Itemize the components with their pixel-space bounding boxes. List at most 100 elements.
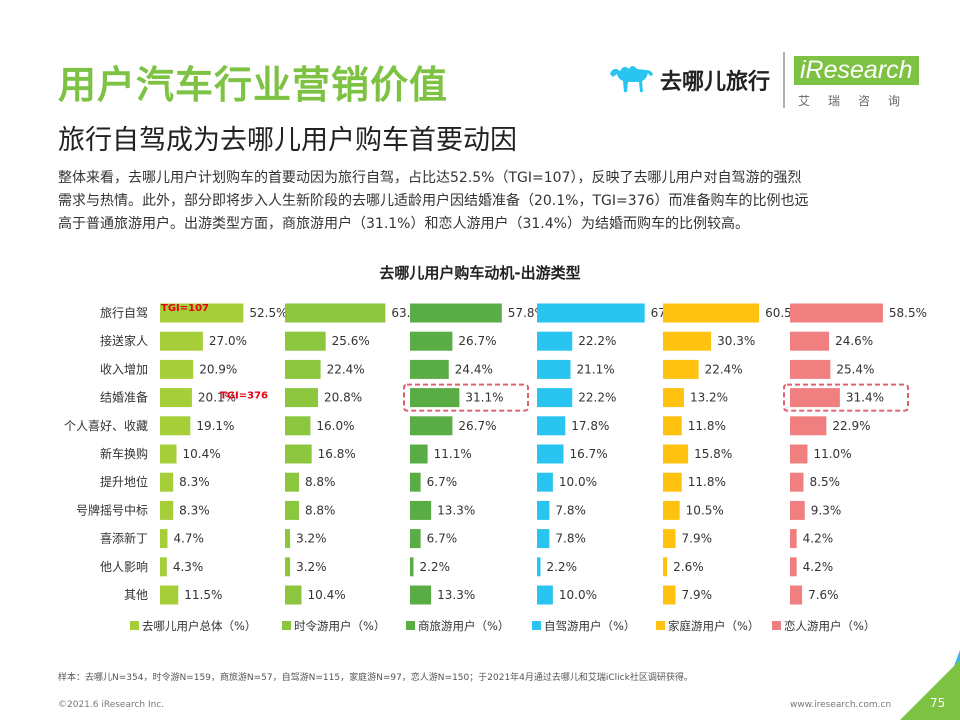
bar (410, 388, 460, 408)
bar (663, 444, 689, 464)
value-label: 22.2% (578, 391, 616, 405)
legend-swatch (532, 621, 541, 630)
bar (160, 331, 203, 351)
category-label: 接送家人 (100, 333, 148, 348)
category-label: 收入增加 (100, 362, 148, 376)
legend-label: 自驾游用户（%） (544, 619, 635, 633)
bar (537, 331, 573, 351)
value-label: 52.5% (249, 306, 287, 320)
bar (537, 444, 564, 464)
bar (160, 416, 191, 436)
bar (537, 500, 550, 520)
category-label: 号牌摇号中标 (76, 502, 148, 517)
value-label: 4.2% (803, 532, 834, 546)
value-label: 30.3% (717, 334, 755, 348)
bar (285, 557, 291, 577)
bar (537, 416, 566, 436)
value-label: 3.2% (296, 532, 327, 546)
value-label: 8.3% (179, 503, 210, 517)
bar (790, 359, 831, 379)
bar (285, 331, 326, 351)
bar (663, 500, 680, 520)
value-label: 21.1% (577, 362, 615, 376)
value-label: 7.6% (808, 588, 839, 602)
corner-decoration-green (900, 660, 960, 720)
bar (285, 472, 299, 492)
page-number: 75 (930, 696, 946, 710)
value-label: 17.8% (571, 419, 609, 433)
bar (285, 359, 321, 379)
value-label: 25.6% (332, 334, 370, 348)
bar (160, 529, 168, 549)
value-label: 11.0% (813, 447, 851, 461)
bar (285, 500, 299, 520)
value-label: 20.9% (199, 362, 237, 376)
value-label: 3.2% (296, 560, 327, 574)
bar (790, 585, 803, 605)
value-label: 2.2% (546, 560, 577, 574)
category-label: 新车换购 (100, 446, 148, 461)
value-label: 2.2% (419, 560, 450, 574)
value-label: 10.0% (559, 475, 597, 489)
value-label: 24.4% (455, 362, 493, 376)
value-label: 10.4% (308, 588, 346, 602)
highlight-box (403, 383, 529, 412)
legend-swatch (772, 621, 781, 630)
copyright: ©2021.6 iResearch Inc. (58, 700, 165, 710)
value-label: 27.0% (209, 334, 247, 348)
value-label: 8.5% (810, 475, 841, 489)
bar (663, 303, 760, 323)
bar (285, 303, 386, 323)
legend-swatch (406, 621, 415, 630)
page-title: 用户汽车行业营销价值 (58, 63, 449, 107)
bar (285, 444, 312, 464)
bar (790, 303, 883, 323)
tgi-annotation: TGI=376 (220, 391, 268, 402)
value-label: 10.5% (686, 503, 724, 517)
bar (663, 388, 684, 408)
value-label: 10.4% (183, 447, 221, 461)
bar (410, 303, 502, 323)
category-label: 他人影响 (100, 559, 148, 574)
value-label: 22.9% (832, 419, 870, 433)
bar (410, 500, 432, 520)
value-label: 20.8% (324, 391, 362, 405)
bar (790, 529, 797, 549)
legend-swatch (130, 621, 139, 630)
legend-label: 家庭游用户（%） (668, 619, 759, 633)
bar (663, 529, 676, 549)
value-label: 22.2% (578, 334, 616, 348)
bar (285, 529, 291, 549)
bar (663, 585, 676, 605)
value-label: 22.4% (705, 362, 743, 376)
qunar-logo-text: 去哪儿旅行 (660, 70, 771, 95)
value-label: 11.8% (688, 419, 726, 433)
chart-title: 去哪儿用户购车动机-出游类型 (379, 264, 581, 282)
value-label: 58.5% (889, 306, 927, 320)
bar (410, 359, 449, 379)
value-label: 8.8% (305, 475, 336, 489)
value-label: 19.1% (196, 419, 234, 433)
iresearch-logo-cn: 艾瑞咨询 (798, 94, 919, 108)
value-label: 11.5% (184, 588, 222, 602)
summary-line: 需求与热情。此外，部分即将步入人生新阶段的去哪儿适龄用户因结婚准备（20.1%，… (58, 193, 809, 209)
bar (285, 585, 302, 605)
bar (160, 303, 244, 323)
value-label: 15.8% (694, 447, 732, 461)
bar (410, 585, 432, 605)
value-label: 13.2% (690, 391, 728, 405)
bar (790, 331, 830, 351)
value-label: 22.4% (327, 362, 365, 376)
summary-paragraph: 整体来看，去哪儿用户计划购车的首要动因为旅行自驾，占比达52.5%（TGI=10… (58, 167, 906, 236)
category-label: 喜添新丁 (100, 531, 148, 546)
value-label: 4.7% (173, 532, 204, 546)
category-label: 结婚准备 (100, 391, 148, 405)
value-label: 57.8% (508, 306, 546, 320)
bar (663, 331, 712, 351)
value-label: 10.0% (559, 588, 597, 602)
bar (160, 359, 194, 379)
bar (160, 585, 179, 605)
value-label: 8.8% (305, 503, 336, 517)
value-label: 26.7% (458, 334, 496, 348)
category-label: 提升地位 (100, 474, 148, 489)
